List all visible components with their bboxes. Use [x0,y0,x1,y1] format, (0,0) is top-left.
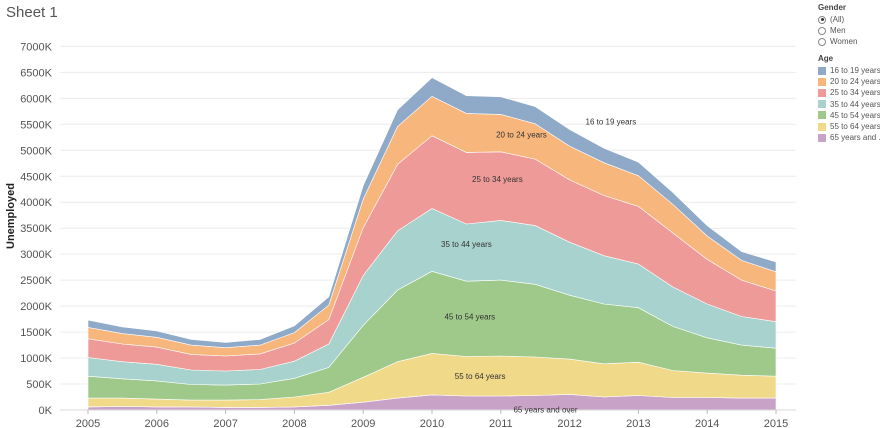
x-tick-label: 2007 [213,418,237,428]
y-tick-label: 5500K [20,119,52,131]
area-chart: 0K 500K 1000K 1500K 2000K 2500K 3000K 3500K 4000… [5,41,796,428]
area-series [87,77,777,411]
y-tick-label: 2500K [20,275,52,287]
x-tick-label: 2012 [557,418,581,428]
legend-swatch [818,100,826,109]
legend-swatch [818,111,826,120]
legend-item[interactable]: 65 years and ... [818,132,880,143]
legend-swatch [818,133,826,142]
gender-option-label: Men [830,26,846,35]
gender-option-label: (All) [830,15,845,24]
y-axis-title: Unemployed [5,183,17,249]
band-label: 20 to 24 years [496,131,547,140]
legend-label: 20 to 24 years [830,77,880,87]
legend-swatch [818,77,826,86]
x-tick-label: 2013 [626,418,650,428]
gender-filter-title: Gender [818,3,847,12]
legend-label: 55 to 64 years [830,122,880,132]
y-tick-label: 3000K [20,249,52,261]
y-tick-label: 4000K [20,197,52,209]
y-tick-label: 6000K [20,93,52,105]
y-tick-label: 7000K [20,41,52,53]
x-tick-label: 2009 [351,418,375,428]
legend-label: 35 to 44 years [830,99,880,109]
area-16-to-19-years[interactable] [87,77,777,349]
x-tick-label: 2015 [764,418,788,428]
x-tick-label: 2010 [420,418,444,428]
gender-option-label: Women [830,37,858,46]
band-label: 55 to 64 years [455,372,506,381]
legend-item[interactable]: 25 to 34 years [818,87,880,98]
x-axis-ticks: 2005 2006 2007 2008 2009 2010 2011 2012 2013 2014… [60,409,796,428]
legend-item[interactable]: 45 to 54 years [818,110,880,121]
y-tick-label: 6500K [20,67,52,79]
gender-option-men[interactable]: Men [818,25,878,36]
x-tick-label: 2005 [76,418,100,428]
x-tick-label: 2011 [489,418,513,428]
band-label: 65 years and over [513,405,577,414]
legend-swatch [818,122,826,131]
gender-option-women[interactable]: Women [818,36,878,47]
legend-swatch [818,66,826,75]
legend-item[interactable]: 55 to 64 years [818,121,880,132]
legend-swatch [818,88,826,97]
legend-label: 16 to 19 years [830,66,880,76]
radio-selected-icon [818,15,826,24]
x-tick-label: 2006 [145,418,169,428]
legend-label: 65 years and ... [830,133,880,143]
band-label: 16 to 19 years [586,118,637,127]
gender-option-all[interactable]: (All) [818,14,878,25]
sheet-title: Sheet 1 [6,4,58,21]
legend-label: 25 to 34 years [830,88,880,98]
age-legend: Age 16 to 19 years 20 to 24 years 25 to 34… [818,54,880,143]
band-label: 25 to 34 years [472,175,523,184]
radio-icon [818,26,826,35]
y-tick-label: 3500K [20,223,52,235]
gender-filter: Gender (All) Men Women [818,3,878,47]
legend-item[interactable]: 20 to 24 years [818,76,880,87]
y-tick-label: 1000K [20,353,52,365]
x-tick-label: 2008 [282,418,306,428]
y-tick-label: 5000K [20,145,52,157]
band-label: 45 to 54 years [444,313,495,322]
y-tick-label: 2000K [20,301,52,313]
legend-item[interactable]: 16 to 19 years [818,65,880,76]
legend-label: 45 to 54 years [830,110,880,120]
x-tick-label: 2014 [695,418,719,428]
radio-icon [818,37,826,46]
y-tick-label: 4500K [20,171,52,183]
y-axis-ticks: 0K 500K 1000K 1500K 2000K 2500K 3000K 3500K 4000… [20,41,52,417]
legend-item[interactable]: 35 to 44 years [818,99,880,110]
y-tick-label: 0K [39,405,53,417]
band-label: 35 to 44 years [441,240,492,249]
y-tick-label: 1500K [20,327,52,339]
band-labels: 16 to 19 years 20 to 24 years 25 to 34 yea… [441,118,636,415]
y-tick-label: 500K [26,379,52,391]
age-legend-title: Age [818,54,834,63]
